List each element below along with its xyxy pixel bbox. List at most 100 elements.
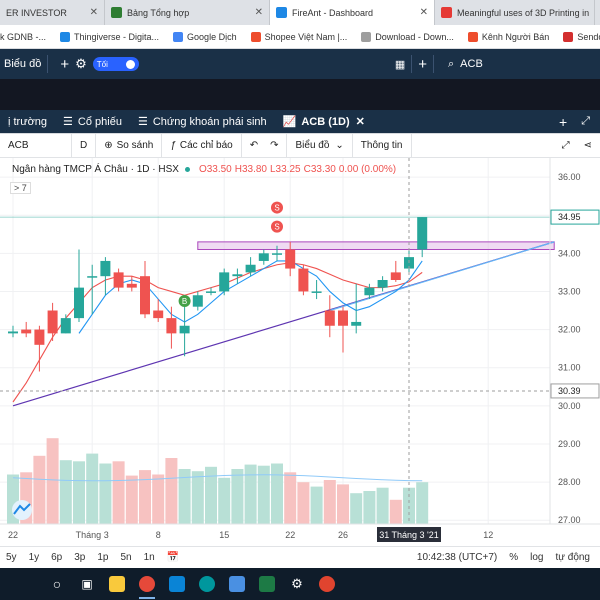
tab-label: Cổ phiếu	[77, 115, 122, 128]
symbol-field[interactable]: ACB	[0, 133, 72, 158]
range-button[interactable]: 5n	[120, 552, 132, 563]
divider	[411, 55, 413, 73]
range-button[interactable]: 1n	[143, 552, 155, 563]
bookmark-item[interactable]: Thingiverse - Digita...	[60, 31, 159, 42]
chart-toolbar: ACB D ⊕ So sánh ƒ Các chỉ báo ↶ ↷ Biểu đồ ⌄ …	[0, 133, 600, 158]
browser-tab-label: Bảng Tổng hợp	[127, 7, 190, 18]
candle-body	[206, 291, 216, 293]
collapse-indicators-button[interactable]: > 7	[10, 182, 31, 194]
range-button[interactable]: 1y	[28, 552, 40, 563]
price-tick-label: 28.00	[558, 477, 581, 487]
gear-icon[interactable]: ⚙	[75, 56, 87, 71]
grid-icon[interactable]: ▦	[394, 58, 406, 71]
volume-bar	[112, 461, 125, 524]
add-icon[interactable]: +	[60, 55, 70, 73]
chart-type-label: Biểu đồ	[295, 140, 330, 151]
candle-body	[351, 321, 362, 326]
range-button[interactable]: 3p	[74, 552, 86, 563]
settings-icon[interactable]: ⚙	[291, 576, 303, 591]
price-tick-label: 33.00	[558, 286, 581, 296]
browser-tab[interactable]: ER INVESTOR ✕	[0, 0, 105, 25]
excel-icon[interactable]	[254, 568, 280, 600]
chevron-down-icon: ⌄	[335, 140, 344, 151]
close-icon[interactable]: ✕	[355, 116, 365, 128]
symbol-search[interactable]: ⌕ ACB	[448, 54, 600, 74]
candle-body	[166, 318, 177, 334]
tab-derivatives[interactable]: ☰ Chứng khoán phái sinh	[130, 110, 275, 134]
status-dot	[184, 167, 190, 172]
close-icon[interactable]: ✕	[419, 7, 428, 18]
indicators-button[interactable]: ƒ Các chỉ báo	[162, 133, 242, 158]
bookmark-item[interactable]: Google Dịch	[173, 31, 237, 42]
notification-app-icon[interactable]	[314, 568, 340, 600]
undo-button[interactable]: ↶ ↷	[242, 133, 288, 158]
tab-stocks[interactable]: ☰ Cổ phiếu	[55, 110, 130, 134]
add-icon[interactable]: +	[559, 113, 568, 130]
symbol-label: ACB	[8, 140, 29, 151]
add-tab-icon[interactable]: +	[418, 55, 427, 73]
calendar-icon[interactable]: 📅	[166, 552, 180, 563]
close-icon[interactable]: ✕	[254, 7, 263, 18]
candle-body	[74, 287, 84, 319]
theme-toggle[interactable]: Tối	[92, 57, 139, 71]
candle-body	[87, 276, 98, 278]
store-icon[interactable]	[224, 568, 250, 600]
fullscreen-icon[interactable]: ⤢	[561, 140, 570, 151]
mail-icon[interactable]	[164, 568, 190, 600]
browser-tab[interactable]: FireAnt - Dashboard ✕	[270, 0, 435, 25]
bookmark-item[interactable]: Download - Down...	[361, 31, 454, 42]
tab-market[interactable]: ị trường	[0, 110, 55, 134]
volume-bar	[416, 482, 429, 524]
chart-type-button[interactable]: Biểu đồ ⌄	[287, 133, 353, 158]
info-label: Thông tin	[360, 140, 403, 151]
info-button[interactable]: Thông tin	[353, 133, 412, 158]
expand-icon[interactable]: ⤢	[581, 115, 590, 127]
redo-icon[interactable]: ↷	[270, 140, 279, 151]
bookmark-favicon-icon	[563, 31, 574, 42]
search-input[interactable]: ACB	[460, 58, 483, 70]
search-taskbar-icon[interactable]: ○	[52, 576, 62, 592]
chart-legend: Ngân hàng TMCP Á Châu · 1D · HSX O33.50 …	[12, 164, 396, 175]
bookmark-item[interactable]: k GDNB -...	[0, 32, 46, 42]
range-button[interactable]: 5y	[6, 552, 17, 563]
list-icon: ☰	[137, 116, 148, 128]
auto-toggle[interactable]: tự động	[555, 552, 591, 563]
last-price-label: 34.95	[558, 212, 581, 222]
volume-bar	[125, 475, 138, 524]
chrome-icon[interactable]	[134, 568, 160, 600]
price-chart[interactable]: SSB36.0035.0034.0033.0032.0031.0030.0029…	[0, 158, 600, 546]
legend-high: H33.80	[234, 164, 267, 175]
arduino-icon[interactable]	[194, 568, 220, 600]
volume-bar	[403, 487, 415, 524]
range-button[interactable]: 1p	[97, 552, 109, 563]
indicators-label: Các chỉ báo	[179, 140, 233, 151]
percent-toggle[interactable]: %	[509, 552, 519, 563]
browser-tab[interactable]: Meaningful uses of 3D Printing in✕	[435, 0, 595, 25]
file-explorer-icon[interactable]	[104, 568, 130, 600]
page-title: Biểu đồ	[4, 58, 42, 70]
bookmark-item[interactable]: Kênh Người Bán	[467, 31, 549, 42]
range-button[interactable]: 6p	[51, 552, 63, 563]
bookmark-item[interactable]: Shopee Việt Nam |...	[250, 31, 347, 42]
share-icon[interactable]: ⋖	[583, 140, 592, 151]
task-view-icon[interactable]: ▣	[81, 577, 93, 591]
volume-bar	[59, 460, 72, 524]
ma-slow-line	[12, 262, 423, 403]
bookmark-item[interactable]: Sendo.vn - T	[563, 31, 600, 42]
candle-body	[8, 331, 18, 334]
crosshair-date-label: 31 Tháng 3 '21	[379, 530, 439, 540]
log-toggle[interactable]: log	[530, 552, 544, 563]
time-tick-label: 22	[285, 530, 295, 540]
chart-svg[interactable]: SSB36.0035.0034.0033.0032.0031.0030.0029…	[0, 158, 600, 546]
candle-body	[126, 283, 137, 288]
interval-button[interactable]: D	[72, 133, 97, 158]
signal-marker-label: B	[182, 297, 187, 306]
bookmark-label: Sendo.vn - T	[577, 31, 600, 42]
close-icon[interactable]: ✕	[589, 7, 594, 18]
compare-button[interactable]: ⊕ So sánh	[96, 133, 163, 158]
candle-body	[272, 253, 282, 255]
browser-tab[interactable]: Bảng Tổng hợp ✕	[105, 0, 270, 25]
divider	[47, 55, 49, 73]
tab-acb-chart[interactable]: 📈 ACB (1D) ✕	[275, 110, 373, 134]
close-icon[interactable]: ✕	[89, 7, 98, 18]
